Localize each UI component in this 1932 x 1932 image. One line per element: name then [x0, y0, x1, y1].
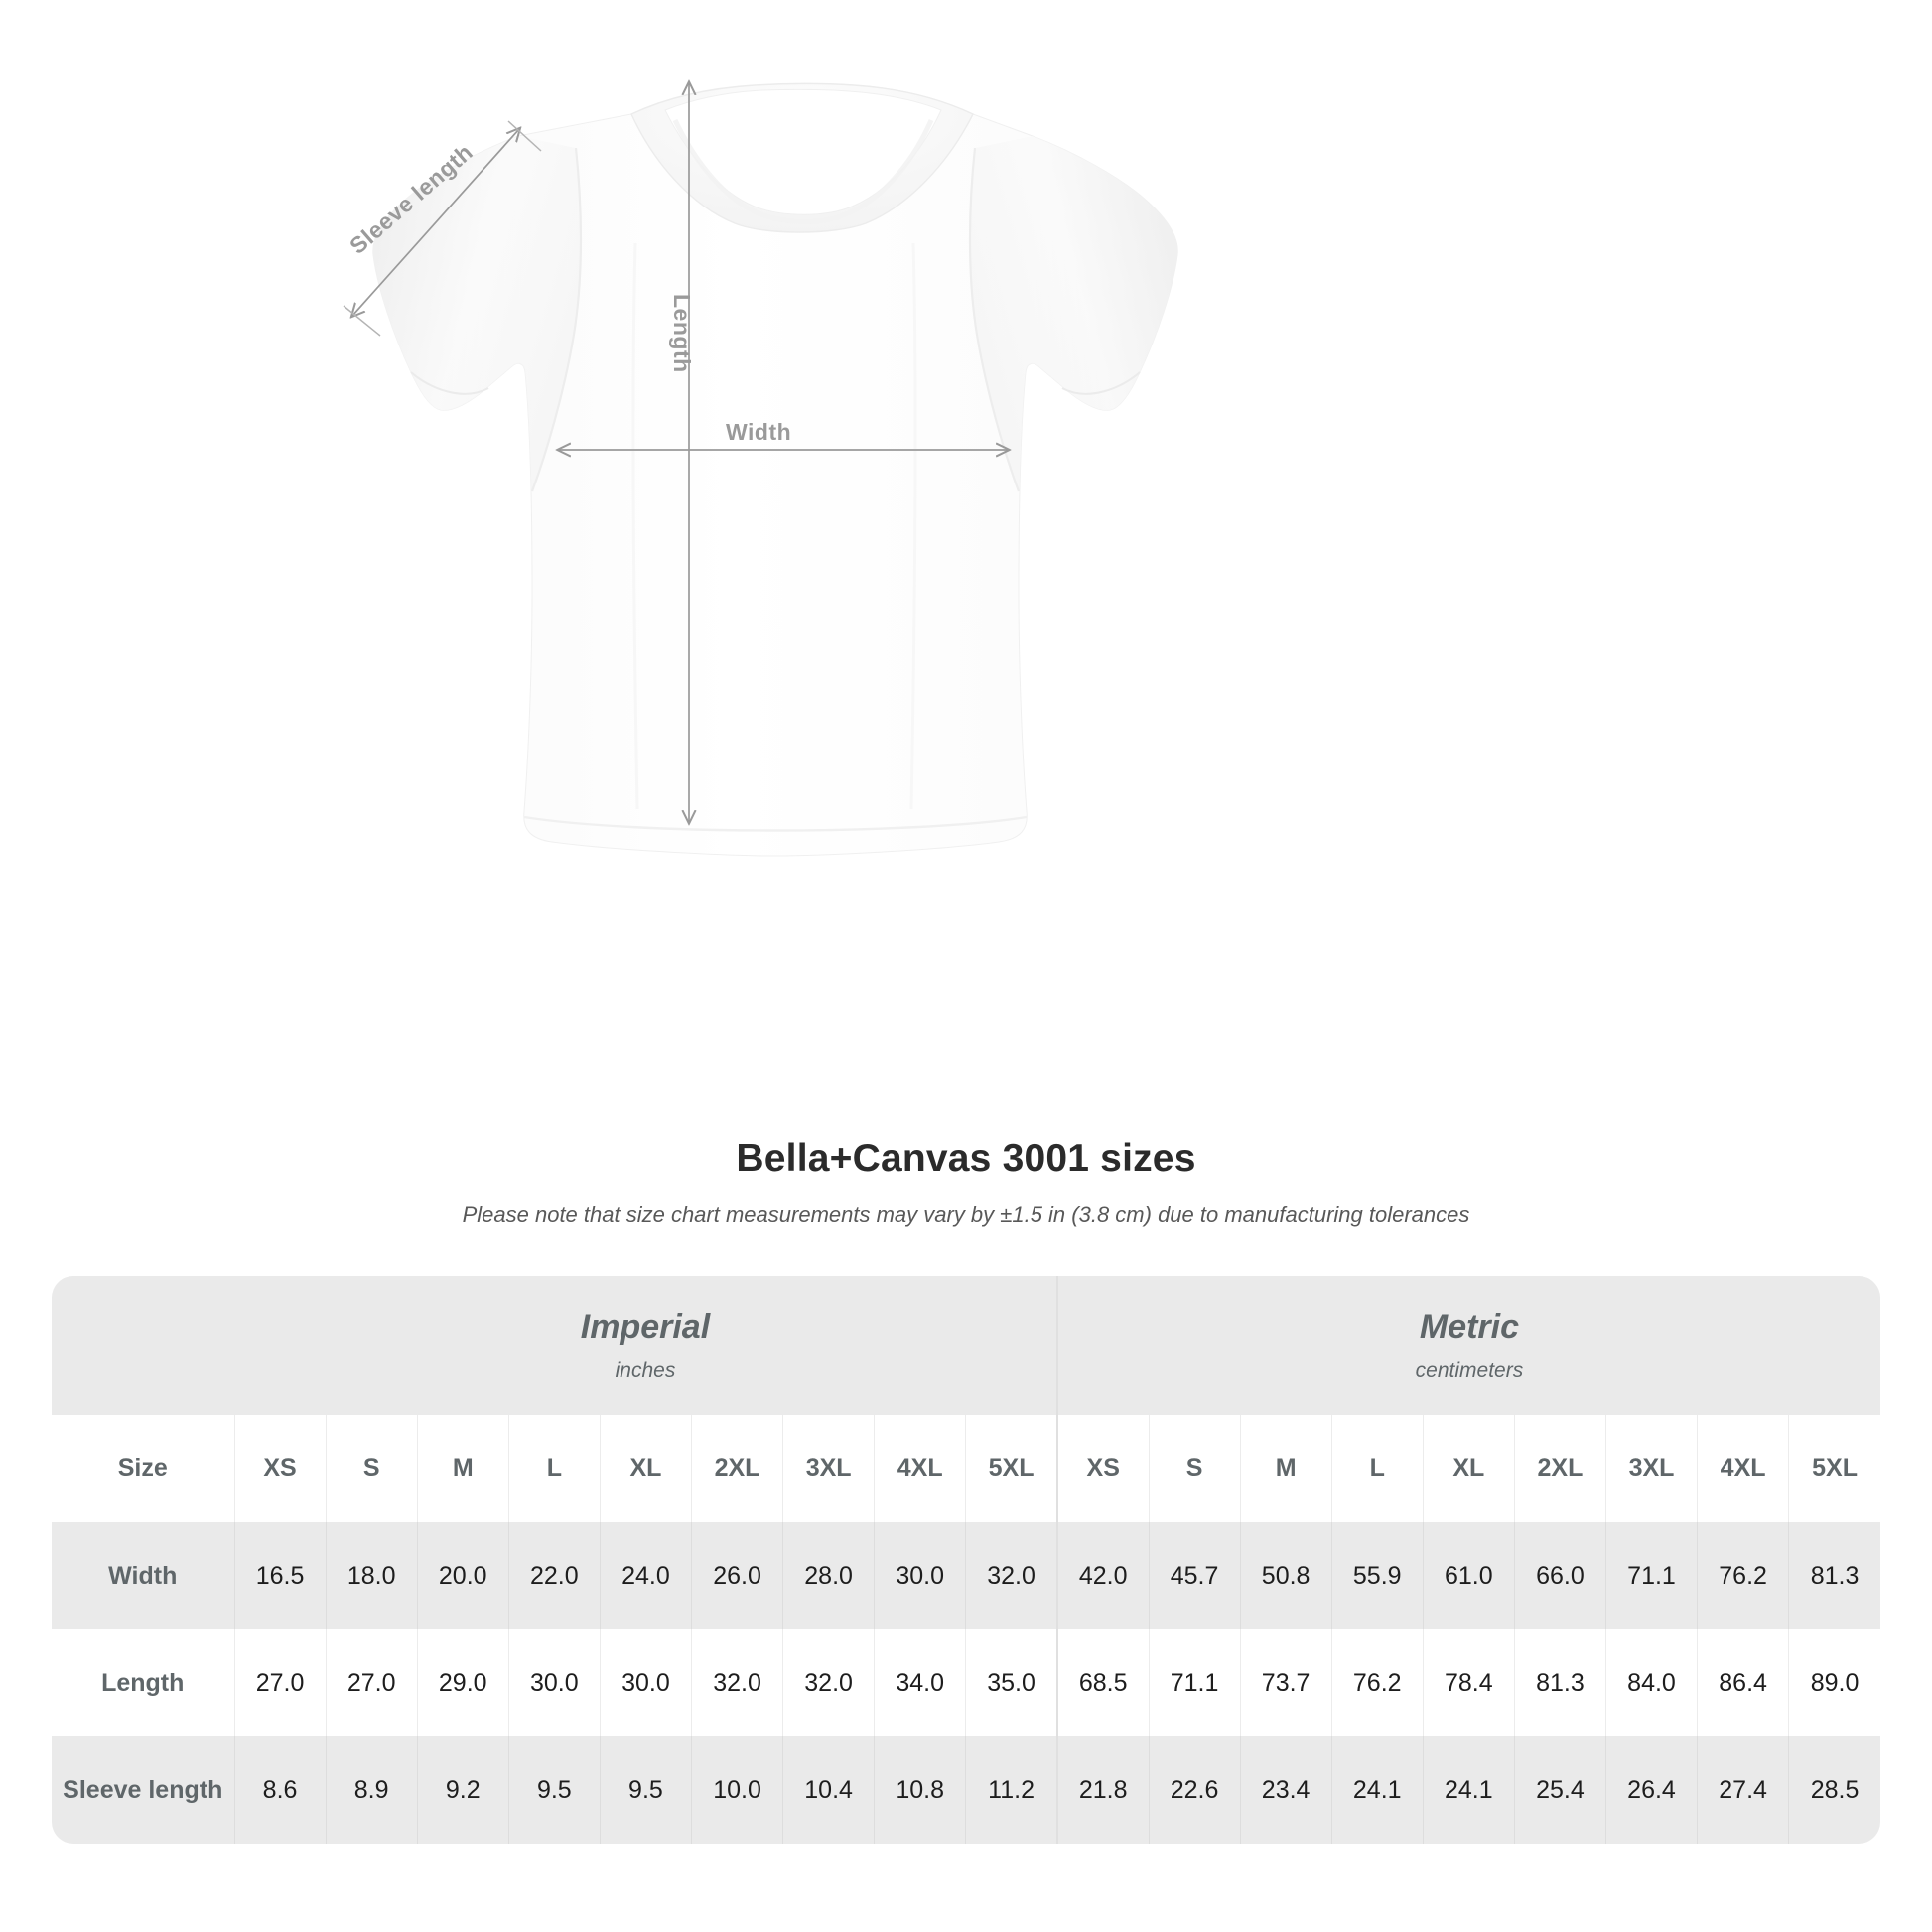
- table-cell: 8.9: [325, 1736, 418, 1844]
- table-cell: 10.4: [782, 1736, 875, 1844]
- size-header-row: Size XS S M L XL 2XL 3XL 4XL 5XL XS S M L XL 2XL 3XL 4XL 5…: [52, 1415, 1880, 1522]
- table-cell: 81.3: [1513, 1629, 1606, 1736]
- unit-name: Imperial: [580, 1308, 711, 1346]
- table-cell: 9.5: [507, 1736, 601, 1844]
- table-cell: 71.1: [1148, 1629, 1241, 1736]
- length-label: Length: [669, 294, 695, 373]
- table-cell: 22.6: [1148, 1736, 1241, 1844]
- table-cell: 10.0: [690, 1736, 783, 1844]
- table-cell: 34.0: [874, 1629, 966, 1736]
- size-header-cell: M: [1239, 1415, 1332, 1522]
- table-cell: 86.4: [1697, 1629, 1789, 1736]
- table-cell: 24.1: [1422, 1736, 1515, 1844]
- size-header-cell: 4XL: [874, 1415, 966, 1522]
- size-header-cell: 4XL: [1697, 1415, 1789, 1522]
- size-header-cell: S: [325, 1415, 418, 1522]
- size-header-cell: 5XL: [1788, 1415, 1880, 1522]
- table-cell: 27.0: [325, 1629, 418, 1736]
- unit-header-metric: Metric centimeters: [1055, 1276, 1880, 1415]
- table-cell: 55.9: [1330, 1522, 1424, 1629]
- table-cell: 76.2: [1330, 1629, 1424, 1736]
- table-cell: 35.0: [965, 1629, 1057, 1736]
- size-header-cell: S: [1148, 1415, 1241, 1522]
- table-cell: 11.2: [965, 1736, 1057, 1844]
- row-label: Width: [108, 1561, 178, 1589]
- table-cell: 73.7: [1239, 1629, 1332, 1736]
- table-cell: 50.8: [1239, 1522, 1332, 1629]
- table-row: Sleeve length 8.6 8.9 9.2 9.5 9.5 10.0 10.4 10.8…: [52, 1736, 1880, 1844]
- table-cell: 24.1: [1330, 1736, 1424, 1844]
- table-cell: 71.1: [1604, 1522, 1698, 1629]
- row-label: Sleeve length: [63, 1775, 223, 1804]
- size-chart-table-wrap: Imperial inches Metric centimeters Size XS S M L…: [52, 1276, 1880, 1844]
- table-cell: 21.8: [1055, 1736, 1149, 1844]
- table-cell: 30.0: [599, 1629, 692, 1736]
- page-title: Bella+Canvas 3001 sizes: [736, 1137, 1196, 1179]
- table-cell: 45.7: [1148, 1522, 1241, 1629]
- unit-subname: centimeters: [1415, 1358, 1524, 1382]
- table-row: Length 27.0 27.0 29.0 30.0 30.0 32.0 32.0 34.0 35…: [52, 1629, 1880, 1736]
- table-cell: 68.5: [1055, 1629, 1149, 1736]
- table-cell: 24.0: [599, 1522, 692, 1629]
- size-header-cell: L: [1330, 1415, 1424, 1522]
- tshirt-shape-svg: [372, 82, 1178, 857]
- unit-header-spacer: [52, 1276, 234, 1415]
- table-row: Width 16.5 18.0 20.0 22.0 24.0 26.0 28.0 30.0 32.…: [52, 1522, 1880, 1629]
- table-cell: 10.8: [874, 1736, 966, 1844]
- row-label: Length: [101, 1668, 185, 1697]
- table-cell: 32.0: [690, 1629, 783, 1736]
- title-block: Bella+Canvas 3001 sizes Please note that…: [0, 1137, 1932, 1228]
- table-cell: 28.5: [1788, 1736, 1880, 1844]
- size-header-cell: 2XL: [1513, 1415, 1606, 1522]
- table-cell: 26.0: [690, 1522, 783, 1629]
- size-header-cell: 5XL: [965, 1415, 1057, 1522]
- width-label: Width: [726, 419, 792, 445]
- table-cell: 29.0: [416, 1629, 509, 1736]
- table-cell: 30.0: [874, 1522, 966, 1629]
- table-cell: 76.2: [1697, 1522, 1789, 1629]
- table-cell: 20.0: [416, 1522, 509, 1629]
- table-cell: 22.0: [507, 1522, 601, 1629]
- size-header-cell: M: [416, 1415, 509, 1522]
- table-cell: 30.0: [507, 1629, 601, 1736]
- table-cell: 61.0: [1422, 1522, 1515, 1629]
- unit-subname: inches: [615, 1358, 676, 1382]
- size-header-cell: 2XL: [690, 1415, 783, 1522]
- table-cell: 16.5: [233, 1522, 327, 1629]
- table-cell: 18.0: [325, 1522, 418, 1629]
- table-cell: 89.0: [1788, 1629, 1880, 1736]
- table-cell: 8.6: [233, 1736, 327, 1844]
- table-cell: 26.4: [1604, 1736, 1698, 1844]
- table-cell: 42.0: [1055, 1522, 1149, 1629]
- unit-header-imperial: Imperial inches: [234, 1276, 1057, 1415]
- size-header-cell: XL: [1422, 1415, 1515, 1522]
- table-cell: 9.2: [416, 1736, 509, 1844]
- size-header-cell: 3XL: [782, 1415, 875, 1522]
- table-cell: 66.0: [1513, 1522, 1606, 1629]
- size-header-cell: XL: [599, 1415, 692, 1522]
- table-cell: 32.0: [965, 1522, 1057, 1629]
- size-header-cell: L: [507, 1415, 601, 1522]
- unit-header-row: Imperial inches Metric centimeters: [52, 1276, 1880, 1415]
- table-cell: 27.0: [233, 1629, 327, 1736]
- tshirt-measurement-diagram: Sleeve length Length Width: [338, 0, 1211, 859]
- table-cell: 78.4: [1422, 1629, 1515, 1736]
- table-cell: 81.3: [1788, 1522, 1880, 1629]
- table-cell: 32.0: [782, 1629, 875, 1736]
- size-chart-table: Imperial inches Metric centimeters Size XS S M L…: [52, 1276, 1880, 1844]
- table-cell: 84.0: [1604, 1629, 1698, 1736]
- table-cell: 23.4: [1239, 1736, 1332, 1844]
- size-header-cell: XS: [233, 1415, 327, 1522]
- table-cell: 9.5: [599, 1736, 692, 1844]
- tshirt-illustration: [338, 74, 1211, 859]
- unit-name: Metric: [1419, 1308, 1520, 1346]
- size-header-label: Size: [117, 1453, 168, 1482]
- table-cell: 25.4: [1513, 1736, 1606, 1844]
- table-cell: 27.4: [1697, 1736, 1789, 1844]
- table-cell: 28.0: [782, 1522, 875, 1629]
- tolerance-note: Please note that size chart measurements…: [462, 1202, 1470, 1227]
- size-header-cell: 3XL: [1604, 1415, 1698, 1522]
- size-header-cell: XS: [1055, 1415, 1149, 1522]
